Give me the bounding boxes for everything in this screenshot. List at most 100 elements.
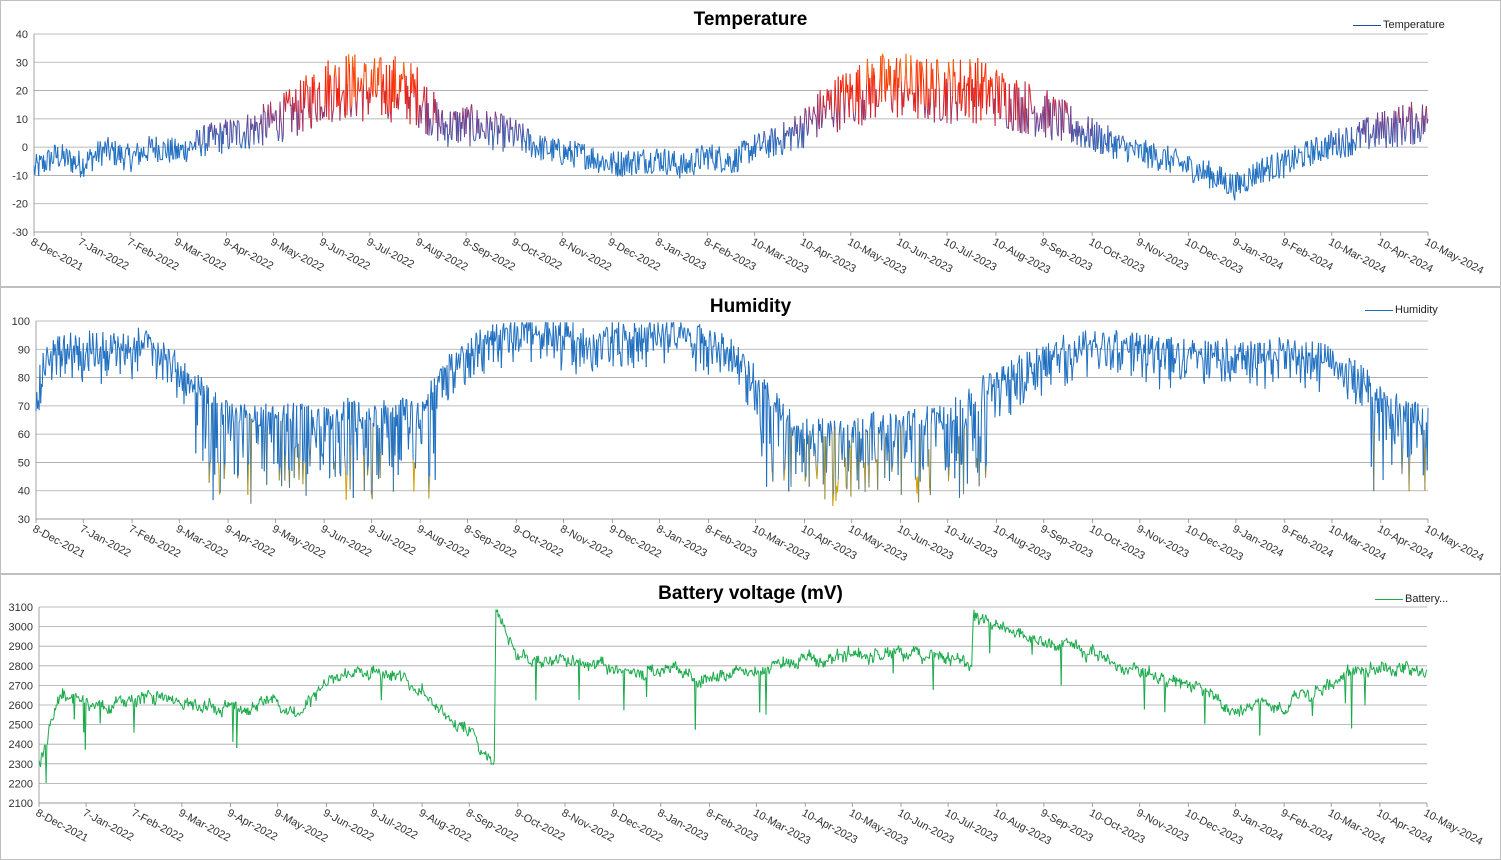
series-segment bbox=[1385, 121, 1388, 149]
series-segment bbox=[898, 648, 901, 653]
series-segment bbox=[796, 425, 799, 452]
series-segment bbox=[1316, 137, 1319, 151]
series-segment bbox=[1225, 184, 1228, 194]
series-segment bbox=[387, 407, 390, 441]
series-segment bbox=[1324, 344, 1327, 357]
y-tick-label: 2900 bbox=[9, 641, 33, 653]
series-segment bbox=[537, 333, 539, 336]
series-segment bbox=[878, 429, 881, 434]
series-segment bbox=[522, 123, 525, 136]
series-segment bbox=[770, 665, 772, 670]
series-segment bbox=[982, 614, 984, 623]
series-segment bbox=[817, 418, 820, 463]
series-segment bbox=[378, 668, 381, 673]
series-segment bbox=[1232, 357, 1234, 370]
series-segment bbox=[429, 118, 432, 121]
series-segment bbox=[446, 365, 449, 401]
x-tick-label: 9-Jun-2022 bbox=[319, 523, 374, 560]
series-segment bbox=[839, 653, 841, 655]
series-segment bbox=[649, 322, 652, 339]
series-segment bbox=[728, 155, 730, 167]
series-segment bbox=[49, 159, 52, 171]
series-segment bbox=[137, 327, 139, 372]
series-segment bbox=[134, 348, 137, 363]
series-segment bbox=[38, 155, 40, 177]
series-segment bbox=[1241, 184, 1244, 186]
series-segment bbox=[865, 84, 868, 116]
series-segment bbox=[248, 413, 251, 416]
series-segment bbox=[438, 371, 441, 383]
series-segment bbox=[754, 144, 757, 158]
series-segment bbox=[1163, 342, 1165, 356]
y-tick-label: 2800 bbox=[9, 661, 33, 673]
series-segment bbox=[167, 138, 170, 157]
series-segment bbox=[592, 334, 595, 344]
series-segment bbox=[834, 655, 837, 661]
series-segment bbox=[330, 424, 333, 430]
series-segment bbox=[932, 410, 935, 413]
series-segment bbox=[381, 82, 383, 116]
series-segment bbox=[716, 150, 719, 169]
series-segment bbox=[359, 89, 361, 92]
series-segment bbox=[145, 330, 148, 334]
series-segment bbox=[103, 141, 106, 154]
series-segment bbox=[799, 659, 801, 662]
y-tick-label: -30 bbox=[12, 227, 28, 239]
y-tick-label: 80 bbox=[18, 373, 30, 385]
series-segment bbox=[422, 690, 424, 692]
series-segment bbox=[217, 461, 220, 464]
series-segment bbox=[903, 89, 905, 108]
series-segment bbox=[531, 150, 533, 158]
series-segment bbox=[619, 351, 622, 366]
series-segment bbox=[328, 74, 331, 120]
series-segment bbox=[199, 129, 201, 150]
series-segment bbox=[940, 421, 943, 426]
series-segment bbox=[224, 400, 227, 465]
series-segment bbox=[147, 334, 150, 348]
series-segment bbox=[980, 617, 983, 620]
series-segment bbox=[54, 344, 57, 352]
series-segment bbox=[1247, 168, 1250, 189]
series-segment bbox=[219, 710, 222, 714]
series-segment bbox=[348, 54, 350, 64]
series-segment bbox=[924, 657, 926, 661]
series-segment bbox=[663, 335, 666, 364]
series-segment bbox=[332, 108, 335, 114]
series-segment bbox=[597, 337, 600, 343]
series-segment bbox=[1128, 351, 1130, 354]
series-segment bbox=[374, 405, 376, 408]
series-segment bbox=[893, 648, 896, 653]
series-segment bbox=[303, 96, 306, 109]
series-segment bbox=[555, 325, 557, 335]
series-segment bbox=[291, 413, 294, 471]
series-segment bbox=[796, 124, 799, 149]
series-segment bbox=[740, 357, 743, 373]
series-segment bbox=[294, 446, 297, 449]
series-segment bbox=[93, 155, 96, 159]
series-segment bbox=[526, 128, 529, 136]
series-segment bbox=[738, 146, 741, 153]
series-segment bbox=[755, 380, 757, 398]
series-segment bbox=[553, 342, 556, 359]
series-segment bbox=[349, 445, 352, 490]
series-segment bbox=[91, 703, 93, 708]
series-segment bbox=[571, 149, 573, 155]
series-segment bbox=[1029, 352, 1031, 367]
series-segment bbox=[1191, 172, 1194, 183]
series-segment bbox=[413, 462, 416, 492]
series-segment bbox=[1348, 357, 1350, 377]
series-segment bbox=[829, 420, 832, 426]
series-segment bbox=[97, 701, 100, 707]
series-segment bbox=[793, 426, 796, 431]
series-segment bbox=[660, 331, 663, 348]
series-segment bbox=[1283, 154, 1285, 179]
series-segment bbox=[493, 759, 495, 765]
series-segment bbox=[557, 138, 560, 142]
series-segment bbox=[378, 57, 381, 61]
series-segment bbox=[620, 152, 623, 177]
series-segment bbox=[371, 69, 373, 92]
series-segment bbox=[320, 426, 323, 457]
series-segment bbox=[360, 668, 363, 670]
series-segment bbox=[763, 379, 765, 444]
series-segment bbox=[978, 95, 980, 107]
